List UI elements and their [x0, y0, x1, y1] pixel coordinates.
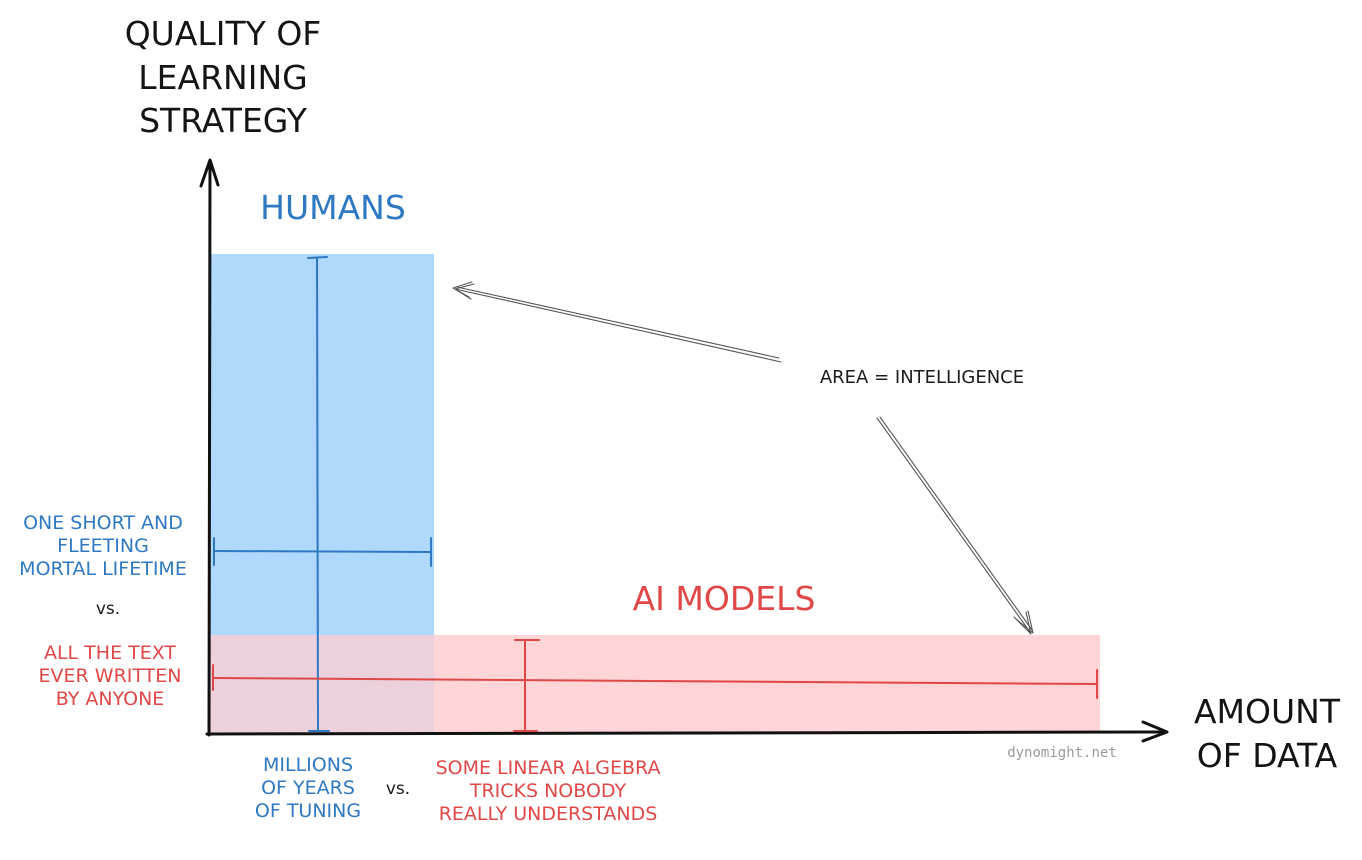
area-intelligence-annotation: AREA = INTELLIGENCE — [819, 367, 1025, 388]
overlap-region — [209, 635, 434, 733]
ai-models-strategy-label-line: TRICKS NOBODY — [469, 779, 627, 802]
y-axis-title-line: STRATEGY — [139, 101, 307, 141]
bottom-vs-label: vs. — [385, 779, 411, 799]
x-axis-title-line: AMOUNT — [1193, 692, 1341, 731]
ai-models-label: AI MODELS — [632, 579, 816, 618]
arrow-to-ai-models — [876, 416, 1034, 635]
humans-strategy-label-line: MILLIONS — [263, 754, 353, 776]
ai-models-strategy-label-line: SOME LINEAR ALGEBRA — [435, 757, 661, 779]
x-axis-title: AMOUNT OF DATA — [1172, 690, 1362, 777]
ai-models-data-label-line: ALL THE TEXT — [43, 642, 177, 664]
humans-data-label-line: FLEETING — [57, 534, 149, 557]
left-vs-label: vs. — [95, 599, 121, 619]
humans-data-label-line: MORTAL LIFETIME — [19, 557, 187, 580]
humans-data-label: ONE SHORT AND FLEETING MORTAL LIFETIME — [0, 512, 206, 580]
y-axis-title: QUALITY OF LEARNING STRATEGY — [98, 12, 348, 143]
credit-watermark: dynomight.net — [1007, 745, 1117, 761]
humans-data-label-line: ONE SHORT AND — [23, 512, 183, 534]
humans-label: HUMANS — [260, 188, 406, 227]
ai-models-data-label-line: BY ANYONE — [55, 687, 165, 710]
y-axis-title-line: LEARNING — [138, 57, 308, 97]
ai-models-data-label: ALL THE TEXT EVER WRITTEN BY ANYONE — [0, 642, 220, 710]
ai-models-strategy-label: SOME LINEAR ALGEBRA TRICKS NOBODY REALLY… — [398, 757, 698, 825]
x-axis — [205, 720, 1169, 743]
humans-strategy-label-line: OF TUNING — [254, 799, 362, 822]
x-axis-title-line: OF DATA — [1196, 735, 1338, 775]
humans-strategy-label: MILLIONS OF YEARS OF TUNING — [223, 754, 393, 822]
y-axis — [199, 158, 220, 737]
y-axis-title-line: QUALITY OF — [124, 14, 322, 53]
ai-models-data-label-line: EVER WRITTEN — [38, 664, 182, 687]
ai-models-strategy-label-line: REALLY UNDERSTANDS — [438, 802, 658, 825]
arrow-to-humans — [452, 281, 782, 363]
humans-error-bars — [213, 256, 432, 732]
ai-models-error-bars — [212, 639, 1098, 732]
humans-strategy-label-line: OF YEARS — [261, 776, 355, 799]
